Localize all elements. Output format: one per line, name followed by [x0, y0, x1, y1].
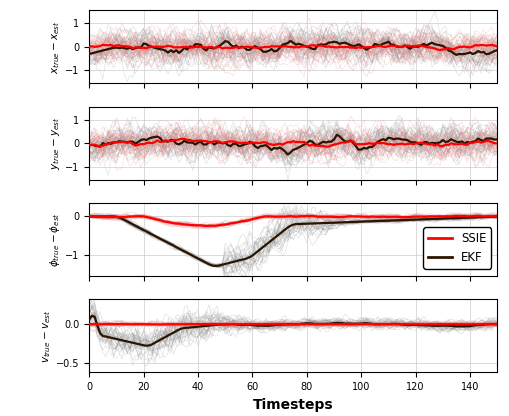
Y-axis label: $x_{true} - x_{est}$: $x_{true} - x_{est}$ — [50, 20, 63, 74]
Y-axis label: $y_{true} - y_{est}$: $y_{true} - y_{est}$ — [50, 116, 63, 170]
Legend: SSIE, EKF: SSIE, EKF — [422, 227, 490, 269]
X-axis label: Timesteps: Timesteps — [252, 398, 333, 411]
Y-axis label: $v_{true} - v_{est}$: $v_{true} - v_{est}$ — [41, 309, 53, 363]
Y-axis label: $\phi_{true} - \phi_{est}$: $\phi_{true} - \phi_{est}$ — [48, 212, 63, 267]
